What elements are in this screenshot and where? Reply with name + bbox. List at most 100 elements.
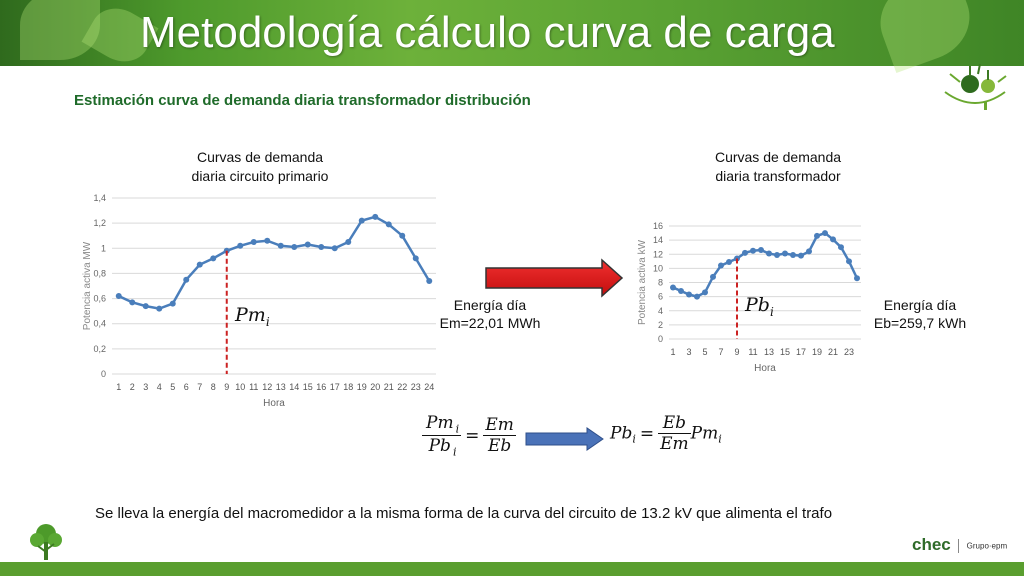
x-tick-label: 15 (780, 347, 790, 357)
data-point (766, 250, 772, 257)
x-tick-label: 11 (249, 382, 258, 392)
data-point (304, 241, 311, 248)
data-point (196, 261, 203, 268)
x-tick-label: 3 (143, 382, 148, 392)
x-tick-label: 16 (316, 382, 326, 392)
left-energy-value: Em=22,01 MWh (439, 315, 541, 331)
series-line (118, 215, 431, 310)
plant-logo-icon (944, 64, 1007, 110)
data-point (670, 284, 676, 291)
x-tick-label: 9 (734, 347, 739, 357)
x-tick-label: 14 (289, 382, 299, 392)
logo-divider (958, 538, 960, 553)
page-title: Metodología cálculo curva de carga (140, 8, 835, 57)
data-point (838, 244, 844, 251)
x-tick-label: 24 (424, 382, 434, 392)
data-point (790, 251, 796, 258)
pb-label-main: Pb (745, 294, 770, 316)
right-chart-title-line2: diaria transformador (715, 168, 841, 184)
x-tick-label: 6 (184, 382, 189, 392)
f1-den-left-sub: i (452, 445, 457, 459)
data-point (318, 244, 325, 251)
x-axis-label: Hora (754, 363, 776, 374)
blue-arrow-icon (525, 427, 604, 451)
subtitle: Estimación curva de demanda diaria trans… (74, 92, 531, 109)
x-tick-label: 5 (702, 347, 707, 357)
series-line (672, 231, 859, 298)
f2-lhs-sub: i (632, 432, 636, 446)
data-point (183, 276, 190, 283)
left-demand-chart: 00,20,40,60,811,21,41 2 3 4 5 6 7 8 9 10 11 12 13 14 1… (82, 193, 436, 409)
data-point (734, 255, 740, 262)
x-tick-label: 5 (170, 382, 175, 392)
data-point (742, 249, 748, 256)
x-tick-label: 1 (116, 382, 121, 392)
f1-num-left-sub: i (455, 422, 460, 436)
x-tick-label: 13 (276, 382, 286, 392)
data-point (142, 303, 149, 310)
data-point (806, 248, 812, 255)
data-point (250, 239, 257, 245)
data-point (372, 213, 379, 220)
pb-formula: Pbi = Eb Em Pmi (610, 413, 722, 454)
y-tick-label: 14 (653, 235, 663, 245)
left-chart-title-line2: diaria circuito primario (191, 168, 329, 184)
y-tick-label: 0 (101, 369, 106, 379)
x-tick-label: 8 (211, 382, 216, 392)
data-point (358, 217, 365, 224)
data-point (814, 232, 820, 239)
data-point (718, 262, 724, 269)
y-axis-label: Potencia activa kW (637, 239, 648, 325)
chec-logo: chec Grupo·epm (912, 535, 1007, 555)
leaf-decoration (869, 0, 981, 73)
x-tick-label: 17 (796, 347, 806, 357)
pm-label-main: Pm (235, 304, 266, 326)
left-energy-note: Energía día Em=22,01 MWh (425, 296, 555, 332)
x-tick-label: 19 (812, 347, 822, 357)
right-chart-title-line1: Curvas de demanda (714, 149, 842, 165)
f1-num-left: Pm (426, 413, 454, 433)
formula2-fraction: Eb Em (658, 413, 691, 454)
data-point (399, 232, 406, 239)
data-point (846, 258, 852, 265)
x-tick-label: 21 (384, 382, 394, 392)
x-tick-label: 15 (303, 382, 313, 392)
data-point (686, 291, 692, 298)
y-tick-label: 16 (653, 221, 663, 231)
ratio-formula: Pm i Pb i = Em Eb (422, 413, 516, 459)
data-point (331, 245, 338, 252)
x-tick-label: 23 (844, 347, 854, 357)
x-axis-label: Hora (263, 398, 285, 409)
y-tick-label: 6 (658, 292, 663, 302)
data-point (678, 287, 684, 294)
y-tick-label: 0,8 (93, 268, 106, 278)
y-tick-label: 12 (653, 249, 663, 259)
pm-label: Pmi (235, 304, 270, 329)
x-tick-label: 23 (411, 382, 421, 392)
y-tick-label: 8 (658, 278, 663, 288)
formula1-left-fraction: Pm i Pb i (422, 413, 462, 459)
leaf-decoration (20, 0, 100, 60)
tree-logo-icon (30, 524, 62, 560)
footer-bar (0, 562, 1024, 576)
x-tick-label: 20 (370, 382, 380, 392)
data-point (830, 236, 836, 243)
data-point (115, 293, 122, 300)
right-chart-title: Curvas de demanda diaria transformador (688, 148, 868, 186)
data-point (726, 259, 732, 266)
x-tick-label: 1 (670, 347, 675, 357)
data-point (210, 255, 217, 262)
data-point (277, 242, 284, 249)
pb-label-sub: i (769, 304, 774, 319)
f1-den-left: Pb (428, 436, 451, 457)
data-point (750, 247, 756, 254)
x-tick-label: 10 (235, 382, 245, 392)
data-point (854, 275, 860, 282)
y-axis-label: Potencia activa MW (82, 241, 93, 330)
x-tick-label: 4 (157, 382, 162, 392)
f1-den-right: Eb (487, 436, 512, 457)
left-chart-title: Curvas de demanda diaria circuito primar… (170, 148, 350, 186)
y-tick-label: 4 (658, 306, 663, 316)
left-energy-label: Energía día (453, 297, 527, 313)
